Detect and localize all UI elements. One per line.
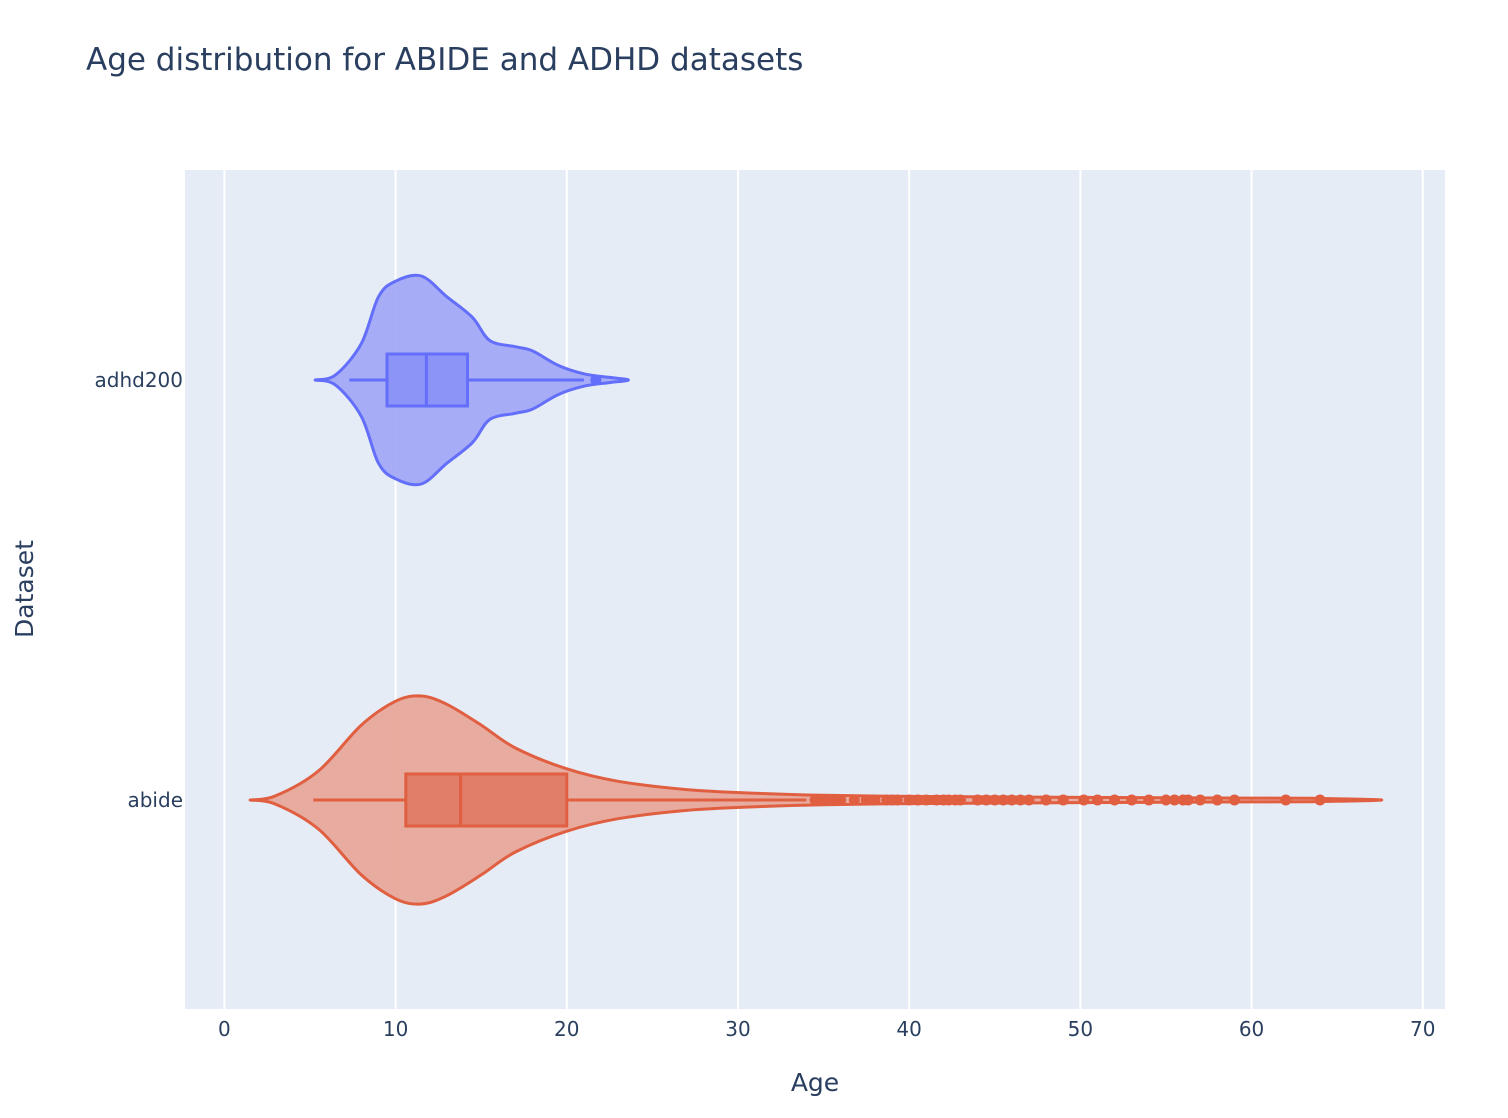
violin-layer bbox=[248, 273, 1384, 906]
x-tick-label: 50 bbox=[1068, 1017, 1093, 1041]
x-axis-title: Age bbox=[791, 1068, 839, 1097]
outlier-point bbox=[1211, 794, 1223, 806]
outlier-point bbox=[1194, 794, 1206, 806]
outlier-point bbox=[869, 794, 881, 806]
x-tick-label: 10 bbox=[383, 1017, 408, 1041]
outlier-point bbox=[1078, 794, 1090, 806]
outlier-point bbox=[1126, 794, 1138, 806]
outlier-point bbox=[1314, 794, 1326, 806]
chart-title: Age distribution for ABIDE and ADHD data… bbox=[86, 42, 803, 78]
y-tick-label: abide bbox=[127, 788, 183, 812]
y-tick-labels: adhd200 abide bbox=[95, 368, 184, 812]
outlier-point bbox=[1040, 794, 1052, 806]
violin-adhd200 bbox=[313, 273, 630, 487]
outlier-point bbox=[920, 794, 932, 806]
outlier-point bbox=[1182, 794, 1194, 806]
outlier-point bbox=[1228, 794, 1240, 806]
box-abide bbox=[404, 772, 569, 828]
gridlines bbox=[223, 170, 1424, 1009]
outlier-point bbox=[1091, 794, 1103, 806]
y-axis-title: Dataset bbox=[10, 540, 39, 638]
outlier-point bbox=[1057, 794, 1069, 806]
outlier-point bbox=[955, 794, 967, 806]
outlier-point bbox=[835, 794, 847, 806]
outlier-point bbox=[1280, 794, 1292, 806]
x-tick-label: 60 bbox=[1239, 1017, 1264, 1041]
outlier-point bbox=[891, 794, 903, 806]
outlier-point bbox=[1109, 794, 1121, 806]
x-tick-label: 70 bbox=[1410, 1017, 1435, 1041]
x-tick-labels: 0 10 20 30 40 50 60 70 bbox=[218, 1017, 1435, 1041]
outlier-point bbox=[848, 794, 860, 806]
outlier-point bbox=[1143, 794, 1155, 806]
violin-abide bbox=[248, 694, 1384, 906]
outlier-point bbox=[1023, 794, 1035, 806]
x-tick-label: 20 bbox=[554, 1017, 579, 1041]
x-tick-label: 0 bbox=[218, 1017, 231, 1041]
x-tick-label: 40 bbox=[896, 1017, 921, 1041]
y-tick-label: adhd200 bbox=[95, 368, 184, 392]
outlier-point bbox=[590, 374, 602, 386]
x-tick-label: 30 bbox=[725, 1017, 750, 1041]
